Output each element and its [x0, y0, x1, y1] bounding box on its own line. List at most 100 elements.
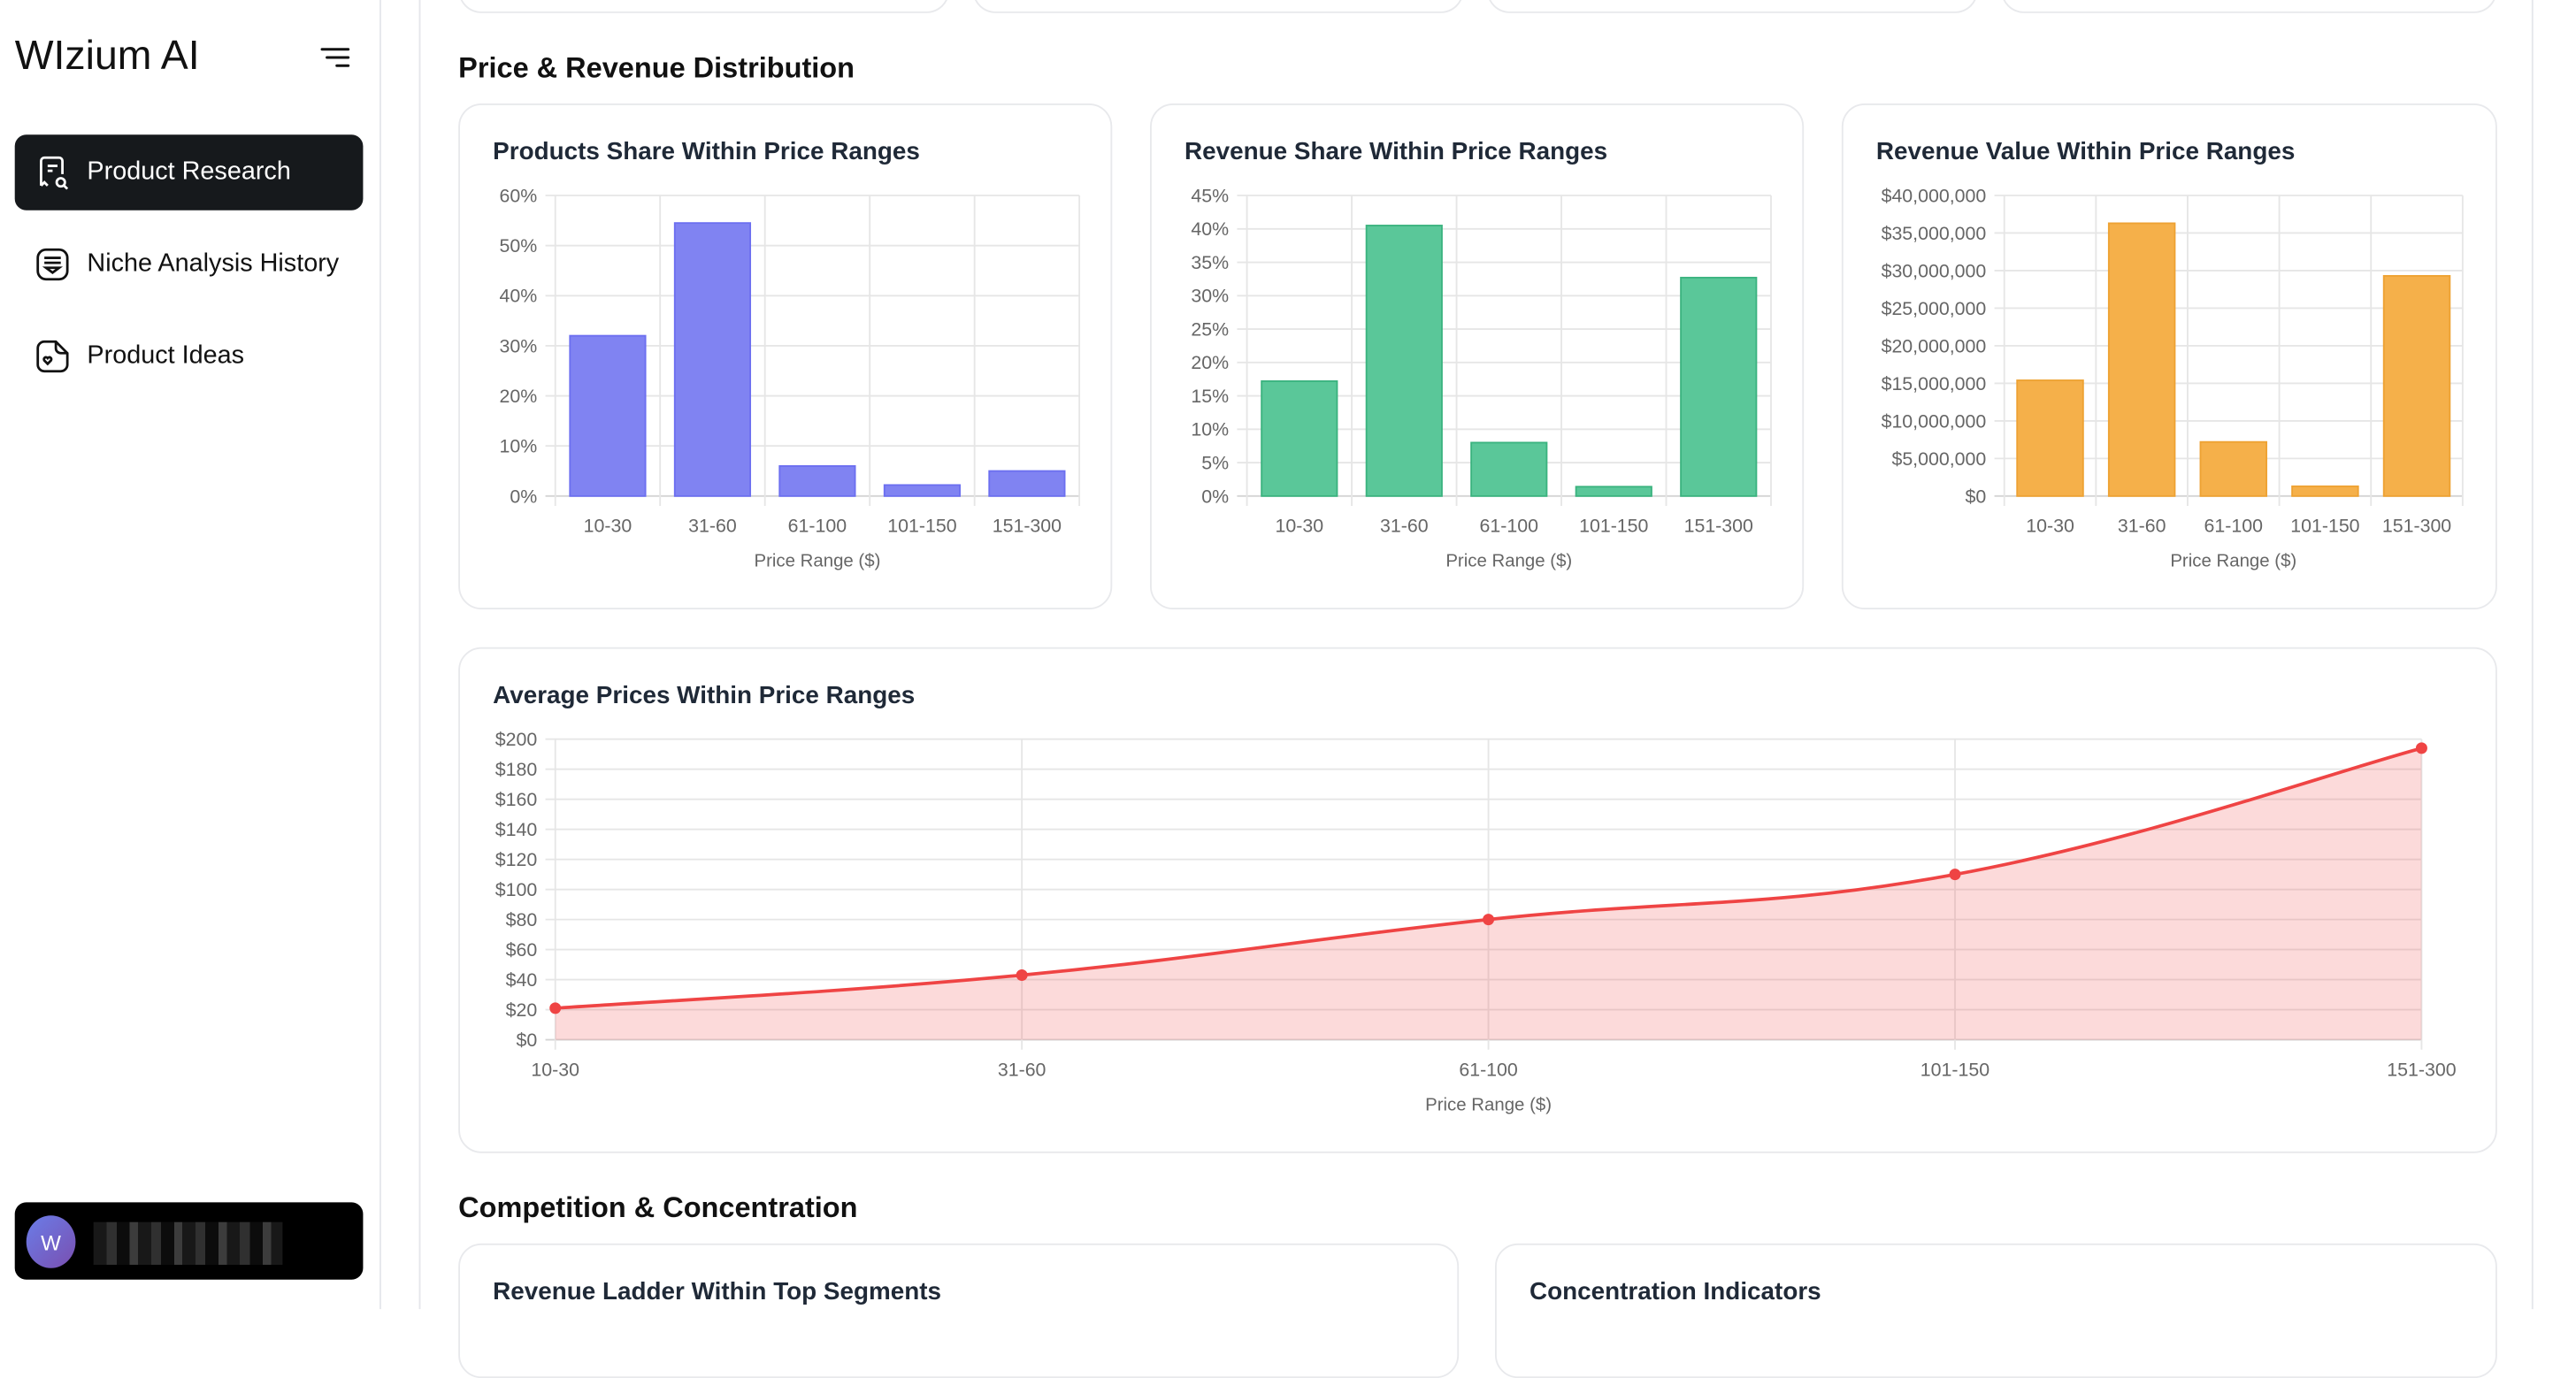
chart-title: Revenue Value Within Price Ranges	[1875, 137, 2296, 166]
y-tick-label: 60%	[500, 185, 538, 206]
card-title: Concentration Indicators	[1529, 1277, 1821, 1306]
y-tick-label: 10%	[1191, 419, 1229, 440]
x-tick-label: 151-300	[1684, 516, 1753, 537]
y-tick-label: 45%	[1191, 185, 1229, 206]
revenue-share-chart: 0% 5% 10% 15% 20% 25% 30% 35% 40% 45% 10-30 31-60 61…	[1191, 185, 1772, 571]
main-content	[418, 0, 2534, 1310]
menu-toggle-icon[interactable]	[320, 46, 350, 69]
x-tick-label: 101-150	[1920, 1059, 1990, 1080]
y-tick-label: 40%	[500, 286, 538, 307]
y-tick-label: 25%	[1191, 318, 1229, 340]
y-tick-label: $15,000,000	[1882, 373, 1987, 394]
x-tick-label: 10-30	[584, 516, 632, 537]
y-tick-label: $0	[1966, 486, 1987, 507]
x-tick-label: 10-30	[2026, 516, 2074, 537]
summary-card	[458, 0, 950, 13]
message-list-icon	[36, 248, 69, 281]
avatar: W	[26, 1215, 76, 1268]
bar	[673, 222, 752, 497]
bar	[2291, 485, 2359, 497]
data-point	[1016, 969, 1028, 982]
x-tick-label: 101-150	[1579, 516, 1648, 537]
x-tick-label: 151-300	[2387, 1059, 2456, 1080]
y-tick-label: $40	[506, 969, 538, 991]
y-tick-label: $200	[495, 729, 538, 750]
summary-card	[1486, 0, 1978, 13]
sidebar-item-product-ideas[interactable]: Product Ideas	[15, 318, 364, 394]
y-tick-label: 5%	[1201, 453, 1229, 474]
y-tick-label: 15%	[1191, 386, 1229, 407]
sidebar-item-label: Niche Analysis History	[87, 249, 340, 278]
y-tick-label: $20,000,000	[1882, 335, 1987, 356]
summary-card	[2000, 0, 2497, 13]
sidebar-item-niche-analysis-history[interactable]: Niche Analysis History	[15, 226, 364, 302]
x-tick-label: 10-30	[531, 1059, 579, 1080]
y-tick-label: $60	[506, 939, 538, 961]
bar	[883, 484, 961, 497]
revenue-share-card: Revenue Share Within Price Ranges 0% 5% 10…	[1149, 103, 1805, 609]
bar	[1575, 486, 1652, 497]
x-tick-label: 101-150	[887, 516, 956, 537]
y-tick-label: $5,000,000	[1891, 448, 1986, 470]
y-tick-label: $30,000,000	[1882, 260, 1987, 281]
y-tick-label: 0%	[1201, 486, 1229, 507]
x-tick-label: 151-300	[993, 516, 1062, 537]
section-title-competition: Competition & Concentration	[458, 1190, 858, 1224]
chart-title: Average Prices Within Price Ranges	[493, 681, 916, 710]
x-tick-label: 101-150	[2290, 516, 2359, 537]
x-tick-label: 151-300	[2382, 516, 2451, 537]
y-tick-label: 50%	[500, 235, 538, 256]
x-tick-label: 61-100	[1480, 516, 1539, 537]
y-tick-label: 30%	[500, 335, 538, 356]
bar	[2382, 274, 2451, 497]
y-tick-label: $100	[495, 879, 538, 900]
x-tick-label: 61-100	[788, 516, 847, 537]
bar	[1261, 380, 1338, 497]
y-tick-label: $80	[506, 909, 538, 930]
bar	[2107, 222, 2176, 497]
x-axis-title: Price Range ($)	[1445, 552, 1572, 571]
bar	[778, 464, 856, 497]
x-axis-title: Price Range ($)	[754, 552, 880, 571]
x-tick-label: 10-30	[1276, 516, 1324, 537]
user-profile-button[interactable]: W	[14, 1202, 364, 1280]
y-tick-label: $140	[495, 819, 538, 840]
data-point	[1949, 869, 1961, 881]
x-axis-title: Price Range ($)	[2170, 552, 2296, 571]
y-tick-label: 20%	[1191, 352, 1229, 373]
section-title-price-revenue: Price & Revenue Distribution	[458, 50, 855, 84]
y-tick-label: $180	[495, 759, 538, 780]
x-tick-label: 31-60	[1380, 516, 1429, 537]
x-tick-label: 61-100	[2204, 516, 2264, 537]
sidebar-item-label: Product Ideas	[87, 341, 245, 370]
bar	[988, 470, 1066, 497]
y-tick-label: 20%	[500, 386, 538, 407]
y-tick-label: 30%	[1191, 286, 1229, 307]
receipt-search-icon	[40, 156, 69, 190]
bar	[2016, 379, 2084, 497]
y-tick-label: 35%	[1191, 252, 1229, 273]
chart-title: Revenue Share Within Price Ranges	[1184, 137, 1608, 166]
x-tick-label: 61-100	[1459, 1059, 1518, 1080]
bar	[1680, 276, 1758, 497]
revenue-ladder-card: Revenue Ladder Within Top Segments	[458, 1243, 1460, 1378]
revenue-value-chart: $0 $5,000,000 $10,000,000 $15,000,000 $20,00…	[1882, 185, 2464, 571]
area-fill	[555, 747, 2422, 1040]
concentration-indicators-card: Concentration Indicators	[1494, 1243, 2497, 1378]
average-prices-card: Average Prices Within Price Ranges $0 $20…	[458, 647, 2497, 1153]
y-tick-label: $25,000,000	[1882, 298, 1987, 319]
data-point	[2415, 742, 2427, 754]
file-heart-icon	[36, 340, 69, 373]
y-tick-label: $120	[495, 849, 538, 870]
sidebar: WIzium AI Product Research Niche Analysi…	[0, 0, 381, 1310]
y-tick-label: $35,000,000	[1882, 223, 1987, 244]
sidebar-item-product-research[interactable]: Product Research	[14, 134, 364, 211]
products-share-chart: 0% 10% 20% 30% 40% 50% 60% 10-30 31-60 61-100 101-…	[500, 185, 1081, 571]
bar	[1470, 441, 1548, 497]
data-point	[549, 1002, 562, 1014]
redacted-username	[93, 1221, 283, 1265]
bar	[2199, 440, 2268, 497]
sidebar-item-label: Product Research	[87, 157, 291, 186]
bar	[569, 334, 647, 497]
